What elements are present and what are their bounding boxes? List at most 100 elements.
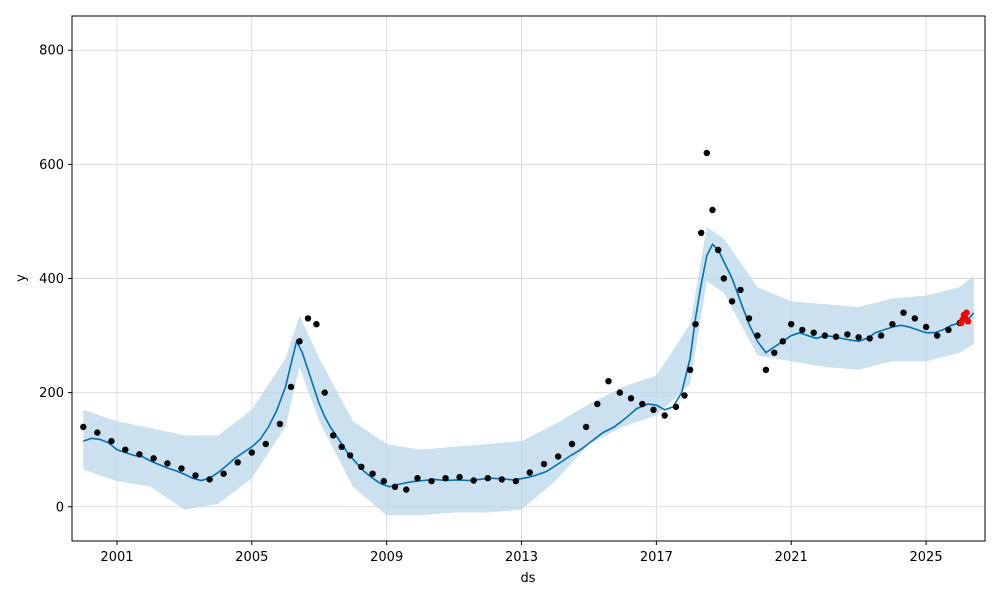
observed-point xyxy=(484,475,491,482)
observed-point xyxy=(330,432,337,439)
observed-point xyxy=(720,275,727,282)
observed-point xyxy=(686,366,694,373)
observed-point xyxy=(136,451,143,458)
observed-point xyxy=(234,459,241,466)
observed-point xyxy=(313,321,320,328)
observed-point xyxy=(762,366,770,373)
observed-point xyxy=(403,486,410,493)
x-tick-label: 2021 xyxy=(775,550,808,565)
observed-point xyxy=(639,400,646,408)
observed-point xyxy=(304,315,312,322)
highlighted-point xyxy=(963,309,970,316)
observed-point xyxy=(934,332,941,339)
grid-lines xyxy=(72,16,985,541)
observed-point xyxy=(754,332,761,339)
observed-point xyxy=(220,470,227,477)
observed-point xyxy=(94,429,101,436)
highlighted-points xyxy=(957,309,972,327)
x-tick-label: 2017 xyxy=(640,550,673,565)
observed-point xyxy=(900,309,907,316)
y-axis-label: y xyxy=(14,274,29,282)
observed-point xyxy=(715,246,722,254)
observed-point xyxy=(568,440,576,448)
observed-point xyxy=(728,298,736,305)
observed-point xyxy=(192,472,199,479)
observed-point xyxy=(150,455,157,462)
observed-point xyxy=(672,403,680,411)
observed-point xyxy=(262,440,269,448)
x-tick-label: 2001 xyxy=(100,550,133,565)
observed-point xyxy=(692,321,699,328)
y-tick-label: 400 xyxy=(39,272,64,287)
observed-point xyxy=(428,477,435,485)
observed-point xyxy=(745,315,753,322)
observed-point xyxy=(346,452,354,459)
y-tick-label: 0 xyxy=(56,500,64,515)
observed-point xyxy=(582,423,590,431)
observed-point xyxy=(296,338,303,345)
observed-point xyxy=(844,331,851,338)
observed-point xyxy=(698,229,705,236)
observed-point xyxy=(616,389,623,396)
observed-point xyxy=(855,334,862,341)
observed-point xyxy=(321,389,328,396)
observed-point xyxy=(248,449,255,456)
observed-point xyxy=(771,349,778,356)
observed-point xyxy=(779,338,786,345)
observed-point xyxy=(122,446,129,453)
observed-point xyxy=(456,473,463,481)
observed-point xyxy=(922,323,930,331)
x-axis-label: ds xyxy=(520,571,535,586)
observed-point xyxy=(526,469,533,476)
observed-point xyxy=(889,321,896,328)
observed-point xyxy=(287,383,295,391)
highlighted-point xyxy=(964,318,972,325)
observed-point xyxy=(945,326,952,334)
x-tick-label: 2013 xyxy=(505,550,538,565)
observed-point xyxy=(661,412,668,419)
observed-point xyxy=(498,476,505,483)
observed-point xyxy=(681,392,688,399)
observed-point xyxy=(605,378,612,385)
observed-point xyxy=(866,335,873,342)
y-tick-label: 800 xyxy=(39,44,64,59)
observed-point xyxy=(911,315,918,322)
observed-point xyxy=(737,286,744,294)
x-tick-label: 2025 xyxy=(910,550,943,565)
observed-point xyxy=(414,475,421,482)
observed-point xyxy=(799,326,806,334)
observed-point xyxy=(540,460,548,468)
x-tick-label: 2009 xyxy=(370,550,403,565)
observed-point xyxy=(703,149,710,157)
observed-point xyxy=(80,423,87,431)
observed-point xyxy=(650,406,657,413)
forecast-line xyxy=(83,242,975,488)
observed-point xyxy=(788,321,795,328)
uncertainty-band xyxy=(83,227,974,516)
observed-point xyxy=(164,460,171,467)
observed-point xyxy=(442,475,449,482)
y-tick-label: 600 xyxy=(39,158,64,173)
x-tick-label: 2005 xyxy=(235,550,268,565)
y-tick-label: 200 xyxy=(39,386,64,401)
observed-point xyxy=(512,477,520,485)
observed-point xyxy=(877,332,885,339)
observed-point xyxy=(627,395,635,402)
observed-points xyxy=(80,149,969,493)
y-axis-ticks: 0 200 400 600 800 xyxy=(39,44,72,515)
observed-point xyxy=(554,453,562,460)
observed-point xyxy=(821,332,829,339)
observed-point xyxy=(810,329,817,336)
observed-point xyxy=(178,465,185,472)
observed-point xyxy=(206,476,213,483)
observed-point xyxy=(108,437,115,445)
observed-point xyxy=(391,483,399,490)
observed-point xyxy=(832,333,840,340)
observed-point xyxy=(470,477,477,484)
x-axis-ticks: 2001 2005 2009 2013 2017 2021 2025 xyxy=(100,541,943,565)
observed-point xyxy=(358,463,365,470)
observed-point xyxy=(276,420,284,428)
observed-point xyxy=(594,400,601,408)
observed-point xyxy=(369,470,376,477)
